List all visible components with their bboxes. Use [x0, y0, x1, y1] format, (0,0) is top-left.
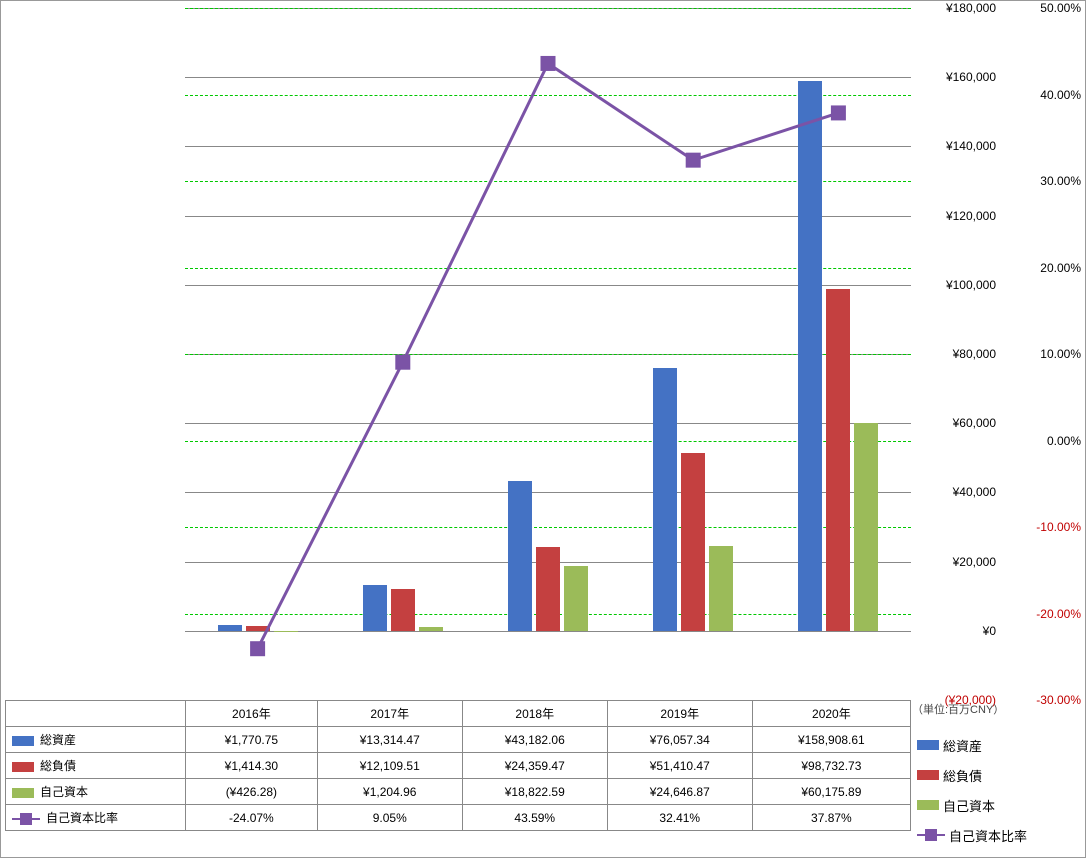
y2-tick-label: 50.00% — [1040, 1, 1081, 15]
cell: ¥24,646.87 — [607, 779, 752, 805]
cell: ¥60,175.89 — [752, 779, 910, 805]
row-header-total_liab: 総負債 — [6, 753, 186, 779]
y1-tick-label: ¥80,000 — [953, 347, 996, 361]
plot-area — [185, 8, 911, 700]
cell: 9.05% — [317, 805, 462, 831]
col-header: 2019年 — [607, 701, 752, 727]
cell: (¥426.28) — [186, 779, 318, 805]
legend-item-total_assets: 総資産 — [917, 730, 1077, 760]
cell: ¥1,770.75 — [186, 727, 318, 753]
cell: ¥158,908.61 — [752, 727, 910, 753]
col-header: 2020年 — [752, 701, 910, 727]
col-header: 2018年 — [462, 701, 607, 727]
cell: ¥13,314.47 — [317, 727, 462, 753]
y1-tick-label: ¥180,000 — [946, 1, 996, 15]
y1-tick-label: ¥140,000 — [946, 139, 996, 153]
y1-tick-label: ¥0 — [983, 624, 996, 638]
row-header-equity_ratio: 自己資本比率 — [6, 805, 186, 831]
y2-tick-label: -10.00% — [1036, 520, 1081, 534]
y1-tick-label: ¥60,000 — [953, 416, 996, 430]
y1-tick-label: ¥160,000 — [946, 70, 996, 84]
legend-item-equity: 自己資本 — [917, 790, 1077, 820]
col-header: 2017年 — [317, 701, 462, 727]
plot-wrap: (¥20,000)¥0¥20,000¥40,000¥60,000¥80,000¥… — [5, 5, 1083, 700]
y2-tick-label: 0.00% — [1047, 434, 1081, 448]
cell: ¥98,732.73 — [752, 753, 910, 779]
cell: 32.41% — [607, 805, 752, 831]
cell: ¥18,822.59 — [462, 779, 607, 805]
y2-tick-label: 20.00% — [1040, 261, 1081, 275]
y1-tick-label: ¥120,000 — [946, 209, 996, 223]
y1-tick-label: ¥100,000 — [946, 278, 996, 292]
y2-tick-label: 10.00% — [1040, 347, 1081, 361]
y2-tick-label: 30.00% — [1040, 174, 1081, 188]
cell: ¥12,109.51 — [317, 753, 462, 779]
cell: ¥1,414.30 — [186, 753, 318, 779]
cell: -24.07% — [186, 805, 318, 831]
y2-axis-labels: -30.00%-20.00%-10.00%0.00%10.00%20.00%30… — [1001, 8, 1081, 700]
legend-item-equity_ratio: 自己資本比率 — [917, 820, 1077, 850]
cell: ¥24,359.47 — [462, 753, 607, 779]
cell: ¥43,182.06 — [462, 727, 607, 753]
data-table-wrap: 2016年2017年2018年2019年2020年総資産¥1,770.75¥13… — [5, 700, 1083, 831]
y1-axis-labels: (¥20,000)¥0¥20,000¥40,000¥60,000¥80,000¥… — [916, 8, 996, 700]
chart-frame: (¥20,000)¥0¥20,000¥40,000¥60,000¥80,000¥… — [0, 0, 1086, 858]
y1-tick-label: ¥40,000 — [953, 485, 996, 499]
row-header-total_assets: 総資産 — [6, 727, 186, 753]
cell: ¥51,410.47 — [607, 753, 752, 779]
col-header: 2016年 — [186, 701, 318, 727]
data-table: 2016年2017年2018年2019年2020年総資産¥1,770.75¥13… — [5, 700, 911, 831]
legend: 総資産総負債自己資本自己資本比率 — [917, 730, 1077, 850]
cell: 43.59% — [462, 805, 607, 831]
cell: 37.87% — [752, 805, 910, 831]
line-layer — [185, 8, 911, 700]
y2-tick-label: 40.00% — [1040, 88, 1081, 102]
cell: ¥1,204.96 — [317, 779, 462, 805]
legend-item-total_liab: 総負債 — [917, 760, 1077, 790]
y2-tick-label: -20.00% — [1036, 607, 1081, 621]
y1-tick-label: ¥20,000 — [953, 555, 996, 569]
cell: ¥76,057.34 — [607, 727, 752, 753]
row-header-equity: 自己資本 — [6, 779, 186, 805]
